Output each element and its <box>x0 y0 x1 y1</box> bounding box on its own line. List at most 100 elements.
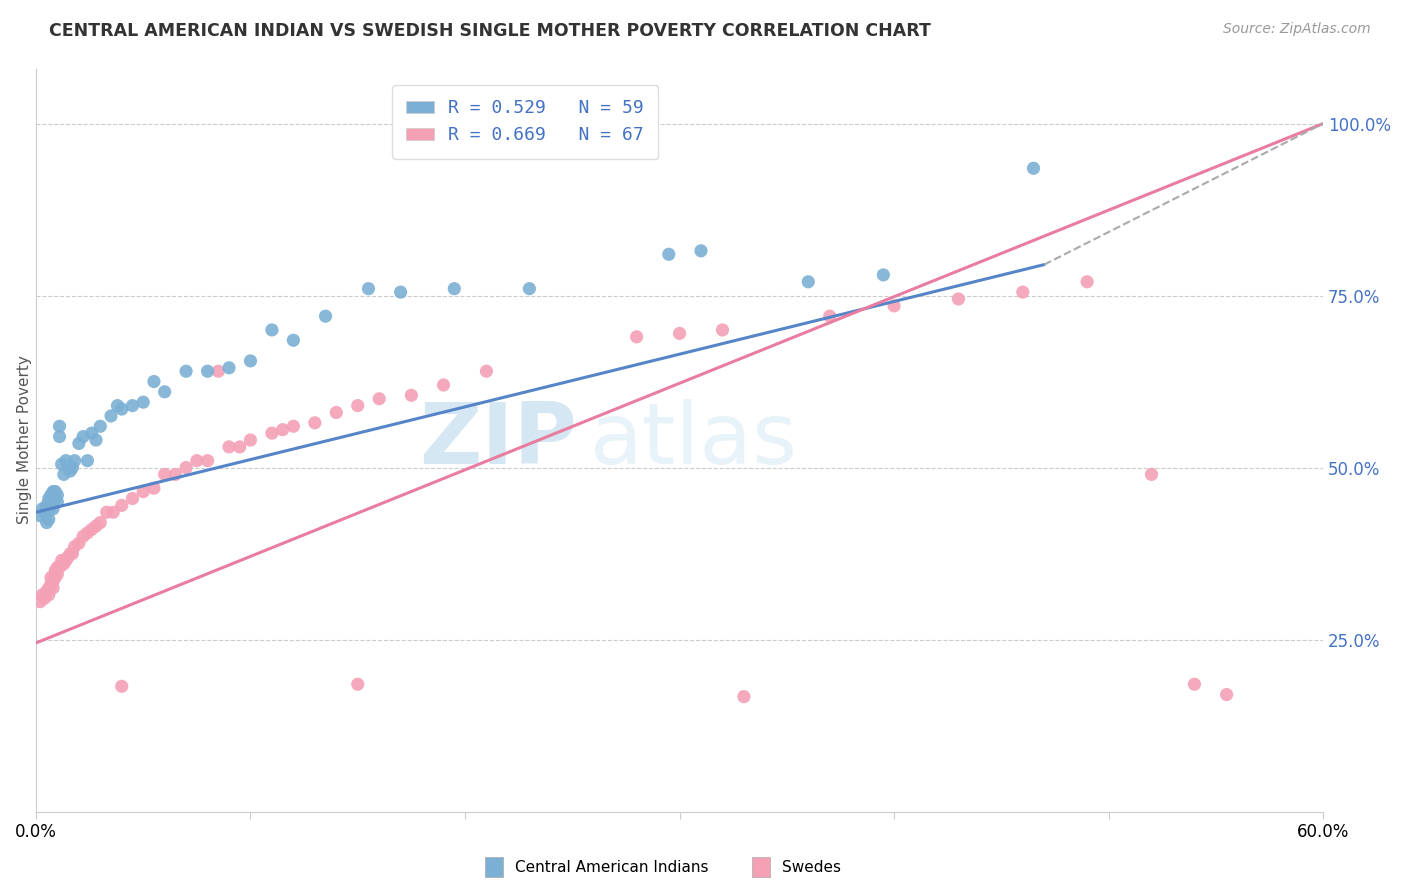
Point <box>52 557 75 571</box>
Point <box>818 309 841 323</box>
Point <box>46 495 69 509</box>
Point <box>46 560 69 574</box>
Point <box>100 409 122 423</box>
Point <box>39 491 62 506</box>
Point <box>42 501 65 516</box>
Point <box>42 581 65 595</box>
Point <box>283 333 305 347</box>
Point <box>52 467 75 482</box>
Point <box>218 440 240 454</box>
Point <box>46 488 69 502</box>
Point <box>46 567 69 582</box>
Point <box>368 392 391 406</box>
Point <box>60 460 83 475</box>
Text: CENTRAL AMERICAN INDIAN VS SWEDISH SINGLE MOTHER POVERTY CORRELATION CHART: CENTRAL AMERICAN INDIAN VS SWEDISH SINGL… <box>49 22 931 40</box>
Point <box>174 460 197 475</box>
Point <box>34 505 56 519</box>
Point <box>325 405 347 419</box>
Point <box>626 330 648 344</box>
Point <box>315 309 337 323</box>
Point <box>96 505 118 519</box>
Point <box>668 326 690 341</box>
Point <box>38 495 60 509</box>
Point <box>48 429 70 443</box>
Point <box>111 499 134 513</box>
Text: Swedes: Swedes <box>782 860 841 874</box>
Point <box>153 467 176 482</box>
Point <box>56 460 79 475</box>
Point <box>30 595 52 609</box>
Point <box>186 453 208 467</box>
Point <box>89 419 111 434</box>
Point <box>121 491 143 506</box>
Point <box>690 244 713 258</box>
Point <box>239 433 262 447</box>
Point <box>76 525 98 540</box>
Point <box>63 453 86 467</box>
Point <box>38 491 60 506</box>
Point <box>132 395 155 409</box>
Point <box>475 364 498 378</box>
Text: Central American Indians: Central American Indians <box>515 860 709 874</box>
Point <box>111 402 134 417</box>
Point <box>55 553 77 567</box>
Point <box>271 423 294 437</box>
Point <box>142 375 165 389</box>
Point <box>797 275 820 289</box>
Point <box>283 419 305 434</box>
Point <box>84 519 107 533</box>
Text: Source: ZipAtlas.com: Source: ZipAtlas.com <box>1223 22 1371 37</box>
Point <box>432 378 454 392</box>
Point <box>35 499 58 513</box>
Point <box>132 484 155 499</box>
Point <box>42 495 65 509</box>
Point <box>89 516 111 530</box>
Point <box>1011 285 1033 299</box>
Point <box>1076 275 1098 289</box>
Y-axis label: Single Mother Poverty: Single Mother Poverty <box>17 356 32 524</box>
Point <box>38 588 60 602</box>
Point <box>44 484 66 499</box>
Point <box>733 690 755 704</box>
Point <box>44 571 66 585</box>
Point <box>107 399 129 413</box>
Point <box>39 488 62 502</box>
Point <box>59 547 82 561</box>
Point <box>60 547 83 561</box>
Point <box>401 388 423 402</box>
Point <box>35 584 58 599</box>
Point <box>304 416 326 430</box>
Point <box>39 571 62 585</box>
Legend: R = 0.529   N = 59, R = 0.669   N = 67: R = 0.529 N = 59, R = 0.669 N = 67 <box>392 85 658 159</box>
Point <box>80 523 103 537</box>
Point <box>153 384 176 399</box>
Point <box>1140 467 1163 482</box>
Point <box>519 282 541 296</box>
Point <box>260 323 283 337</box>
Point <box>39 577 62 591</box>
Point <box>76 453 98 467</box>
Point <box>197 453 219 467</box>
Point <box>51 553 73 567</box>
Point <box>218 360 240 375</box>
Point <box>84 433 107 447</box>
Point <box>30 508 52 523</box>
Point <box>1215 688 1237 702</box>
Point <box>948 292 970 306</box>
Point <box>42 574 65 588</box>
Point <box>34 591 56 606</box>
Point <box>63 540 86 554</box>
Point <box>39 499 62 513</box>
Text: atlas: atlas <box>589 399 797 482</box>
Point <box>67 536 90 550</box>
Point <box>56 549 79 564</box>
Point <box>260 426 283 441</box>
Point <box>38 581 60 595</box>
Point <box>1184 677 1206 691</box>
Point <box>51 457 73 471</box>
Point <box>197 364 219 378</box>
Point <box>389 285 412 299</box>
Point <box>35 516 58 530</box>
Point <box>44 491 66 506</box>
Point <box>31 588 53 602</box>
